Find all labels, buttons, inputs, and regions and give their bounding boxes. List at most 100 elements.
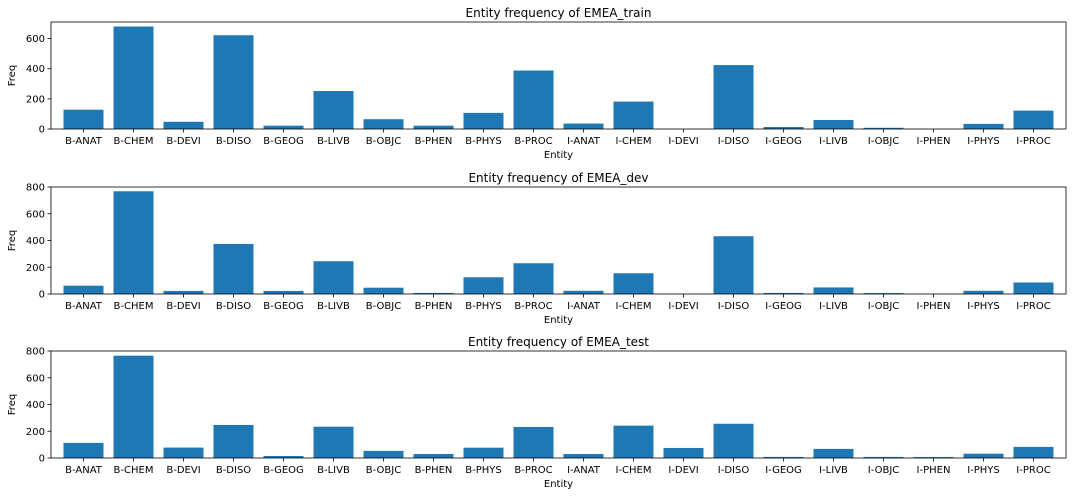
bar-i-proc (1013, 446, 1054, 458)
bar-b-devi (163, 290, 204, 294)
x-tick-label: I-PHYS (967, 301, 1000, 312)
bar-b-phys (463, 447, 504, 458)
x-tick-label: I-OBJC (868, 301, 900, 312)
chart-title: Entity frequency of EMEA_dev (468, 171, 648, 185)
x-axis-label: Entity (544, 150, 573, 161)
bar-b-diso (213, 424, 254, 458)
x-tick-label: B-OBJC (366, 301, 401, 312)
x-tick-label: I-LIVB (819, 301, 848, 312)
bar-i-chem (613, 425, 654, 458)
x-tick-label: B-CHEM (114, 301, 154, 312)
x-tick-label: I-ANAT (567, 301, 601, 312)
bar-b-livb (313, 426, 354, 458)
x-tick-label: B-OBJC (366, 465, 401, 476)
bar-b-anat (63, 442, 104, 458)
chart-title: Entity frequency of EMEA_test (468, 335, 649, 349)
bar-b-anat (63, 109, 104, 129)
bar-i-phys (963, 290, 1004, 294)
bar-i-diso (713, 65, 754, 129)
bar-b-diso (213, 243, 254, 294)
bar-i-chem (613, 101, 654, 129)
bar-i-devi (663, 447, 704, 458)
y-tick-label: 0 (39, 290, 45, 301)
bar-b-chem (113, 26, 154, 129)
bar-b-phen (413, 292, 454, 294)
bar-i-livb (813, 448, 854, 458)
bar-b-chem (113, 355, 154, 458)
bar-i-objc (863, 127, 904, 129)
bar-b-proc (513, 263, 554, 294)
x-tick-label: B-DISO (216, 136, 251, 147)
x-tick-label: B-PHYS (465, 465, 501, 476)
x-tick-label: B-ANAT (65, 136, 103, 147)
x-axis-label: Entity (544, 315, 573, 326)
axes-frame (50, 21, 1067, 130)
y-tick-label: 200 (26, 263, 45, 274)
x-tick-label: I-DEVI (668, 465, 698, 476)
x-tick-label: I-OBJC (868, 465, 900, 476)
x-tick-label: B-LIVB (317, 136, 350, 147)
bar-b-phen (413, 453, 454, 458)
x-tick-label: I-GEOG (765, 301, 802, 312)
y-tick-label: 0 (39, 125, 45, 136)
x-tick-label: B-ANAT (65, 301, 103, 312)
bar-b-geog (263, 455, 304, 458)
x-tick-label: I-ANAT (567, 136, 601, 147)
x-tick-label: B-PROC (514, 465, 552, 476)
x-tick-label: I-DISO (718, 136, 750, 147)
y-axis-label: Freq (7, 394, 18, 415)
bar-b-phen (413, 125, 454, 129)
x-tick-label: I-PROC (1016, 136, 1050, 147)
bar-b-proc (513, 426, 554, 458)
bar-i-anat (563, 123, 604, 129)
chart-panel-2: Entity frequency of EMEA_test 0 200 400 600 8… (7, 335, 1067, 490)
x-tick-label: I-PHEN (917, 136, 951, 147)
x-tick-label: B-DEVI (166, 465, 200, 476)
y-tick-label: 200 (26, 94, 45, 105)
bar-i-anat (563, 453, 604, 458)
bar-i-proc (1013, 282, 1054, 294)
y-tick-label: 0 (39, 454, 45, 465)
bar-i-geog (763, 292, 804, 294)
bar-i-anat (563, 290, 604, 294)
bar-i-phen (913, 457, 954, 458)
x-axis-label: Entity (544, 479, 573, 490)
axes-frame (50, 186, 1067, 295)
y-axis-label: Freq (7, 230, 18, 251)
chart-title: Entity frequency of EMEA_train (466, 6, 652, 20)
x-tick-label: B-LIVB (317, 465, 350, 476)
x-tick-label: B-PROC (514, 136, 552, 147)
x-tick-label: I-CHEM (615, 136, 651, 147)
bar-b-objc (363, 119, 404, 129)
bar-i-chem (613, 273, 654, 294)
x-tick-label: I-PHYS (967, 136, 1000, 147)
y-tick-label: 800 (26, 183, 45, 194)
bar-b-objc (363, 450, 404, 458)
y-tick-label: 800 (26, 347, 45, 358)
x-tick-label: I-OBJC (868, 136, 900, 147)
chart-panel-0: Entity frequency of EMEA_train 0 200 400 600… (7, 6, 1067, 161)
y-tick-label: 400 (26, 64, 45, 75)
x-tick-label: B-PHYS (465, 301, 501, 312)
x-tick-label: I-PROC (1016, 465, 1050, 476)
x-tick-label: I-CHEM (615, 301, 651, 312)
y-tick-label: 600 (26, 34, 45, 45)
x-tick-label: I-PROC (1016, 301, 1050, 312)
x-tick-label: B-GEOG (263, 301, 304, 312)
y-tick-label: 400 (26, 236, 45, 247)
bar-b-livb (313, 261, 354, 294)
bar-b-objc (363, 287, 404, 294)
x-tick-label: B-PROC (514, 301, 552, 312)
bar-i-geog (763, 456, 804, 458)
y-tick-label: 400 (26, 400, 45, 411)
x-tick-label: B-GEOG (263, 136, 304, 147)
bar-b-proc (513, 70, 554, 129)
x-tick-label: B-PHEN (415, 136, 453, 147)
x-tick-label: B-CHEM (114, 465, 154, 476)
bar-b-phys (463, 112, 504, 129)
x-tick-label: I-CHEM (615, 465, 651, 476)
bar-b-livb (313, 91, 354, 129)
x-tick-label: I-PHYS (967, 465, 1000, 476)
x-tick-label: B-DISO (216, 301, 251, 312)
bar-i-objc (863, 293, 904, 294)
